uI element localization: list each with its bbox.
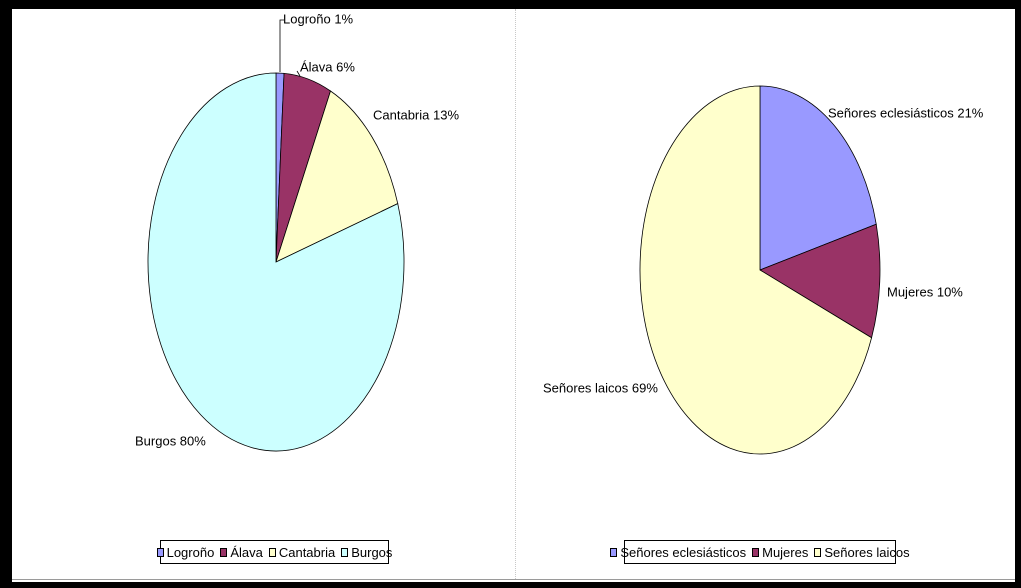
legend-swatch-burgos (341, 547, 349, 557)
pie-slice-senores-laicos (639, 85, 873, 455)
pie-slice-burgos (147, 72, 405, 452)
legend-swatch-alava (220, 547, 228, 557)
legend-label-senores-eclesiasticos: Señores eclesiásticos (620, 544, 747, 560)
pie-slice-cantabria (275, 90, 399, 263)
legend-label-mujeres: Mujeres (762, 544, 809, 560)
legend-swatch-cantabria (268, 547, 276, 557)
data-label-cantabria: Cantabria 13% (373, 107, 459, 122)
legend-label-cantabria: Cantabria (278, 544, 336, 560)
leader-line-alava (296, 70, 301, 77)
legend-label-burgos: Burgos (351, 544, 393, 560)
legend-label-senores-laicos: Señores laicos (824, 544, 910, 560)
legend-provinces: Logroño Álava Cantabria Burgos (156, 540, 392, 564)
legend-item-burgos: Burgos (341, 545, 392, 560)
chart-baseline (12, 579, 1015, 580)
data-label-mujeres: Mujeres 10% (887, 284, 963, 299)
legend-item-cantabria: Cantabria (268, 544, 336, 560)
legend-lords: Señores eclesiásticos Mujeres Señores laic… (610, 540, 910, 564)
legend-swatch-logrono (156, 547, 164, 557)
legend-label-alava: Álava (230, 544, 263, 560)
data-label-senores-laicos: Señores laicos 69% (543, 380, 658, 395)
legend-label-logrono: Logroño (166, 544, 215, 560)
legend-item-logrono: Logroño (156, 544, 215, 560)
data-label-senores-eclesiasticos: Señores eclesiásticos 21% (828, 105, 984, 120)
leader-line-logrono (279, 19, 284, 72)
legend-item-mujeres: Mujeres (752, 545, 808, 560)
data-label-burgos: Burgos 80% (135, 433, 206, 448)
legend-item-senores-eclesiasticos: Señores eclesiásticos (610, 545, 746, 560)
legend-swatch-senores-eclesiasticos (610, 547, 618, 557)
legend-item-alava: Álava (220, 545, 263, 560)
chart-divider (515, 9, 516, 579)
legend-item-senores-laicos: Señores laicos (814, 544, 910, 560)
pie-slice-mujeres (759, 223, 881, 339)
data-label-logrono: Logroño 1% (283, 11, 354, 26)
pie-slice-senores-eclesiasticos (759, 85, 877, 271)
legend-swatch-mujeres (752, 547, 760, 557)
legend-swatch-senores-laicos (814, 547, 822, 557)
data-label-alava: Álava 6% (300, 59, 355, 74)
